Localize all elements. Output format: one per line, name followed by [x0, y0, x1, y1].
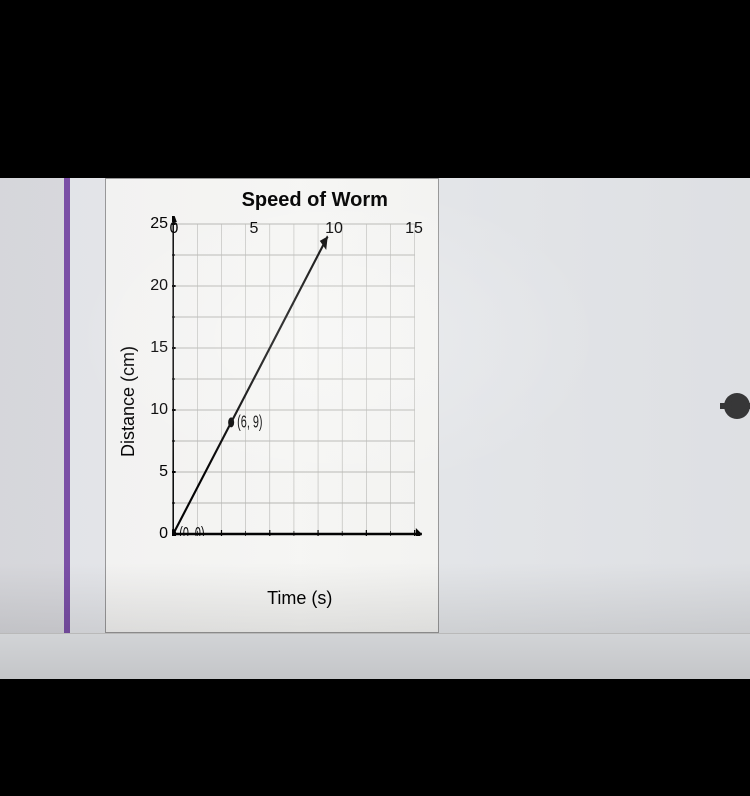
- x-tick-label: 0: [170, 220, 179, 238]
- svg-text:(6, 9): (6, 9): [237, 413, 262, 432]
- y-tick-label: 25: [150, 215, 168, 233]
- y-tick-label: 0: [159, 525, 168, 543]
- x-axis-label: Time (s): [114, 586, 426, 609]
- below-strip: [0, 633, 750, 679]
- content-area: Speed of Worm Distance (cm) 0 5 10 15 20 25 (…: [0, 178, 750, 633]
- slider-handle[interactable]: [724, 393, 750, 419]
- spacer: [70, 178, 105, 633]
- y-axis-label-col: Distance (cm): [114, 216, 142, 586]
- right-margin: [439, 178, 750, 633]
- x-tick-label: 15: [405, 220, 423, 238]
- chart-panel: Speed of Worm Distance (cm) 0 5 10 15 20 25 (…: [105, 178, 439, 633]
- svg-text:(0, 0): (0, 0): [179, 524, 204, 536]
- y-tick-label: 15: [150, 339, 168, 357]
- y-tick-label: 10: [150, 401, 168, 419]
- x-tick-label: 5: [250, 220, 259, 238]
- chart-body: Distance (cm) 0 5 10 15 20 25 (0, 0) (6, 9) 0 5…: [114, 216, 426, 586]
- y-tick-label: 20: [150, 277, 168, 295]
- y-axis-label: Distance (cm): [118, 345, 139, 456]
- bottom-letterbox: [0, 679, 750, 796]
- chart-title: Speed of Worm: [114, 189, 426, 212]
- plot-area: (0, 0)(6, 9) 0510152025: [172, 216, 426, 586]
- top-letterbox: [0, 0, 750, 178]
- y-axis-ticks: 0 5 10 15 20 25: [142, 216, 172, 586]
- left-margin: [0, 178, 70, 633]
- x-tick-label: 10: [325, 220, 343, 238]
- y-tick-label: 5: [159, 463, 168, 481]
- chart-svg: (0, 0) (6, 9): [172, 216, 426, 536]
- x-axis-ticks: 0510152025: [172, 216, 426, 241]
